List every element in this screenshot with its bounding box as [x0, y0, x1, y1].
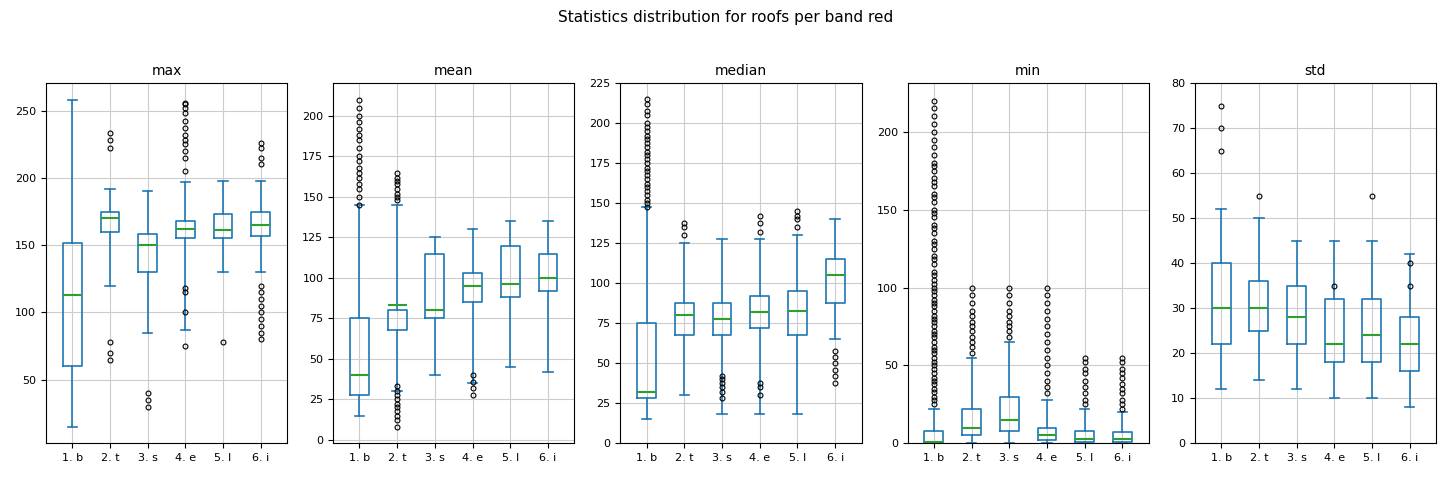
- Title: min: min: [1016, 64, 1042, 78]
- Title: max: max: [151, 64, 181, 78]
- Title: std: std: [1304, 64, 1326, 78]
- Text: Statistics distribution for roofs per band red: Statistics distribution for roofs per ba…: [557, 10, 894, 24]
- Title: median: median: [715, 64, 768, 78]
- Title: mean: mean: [434, 64, 473, 78]
